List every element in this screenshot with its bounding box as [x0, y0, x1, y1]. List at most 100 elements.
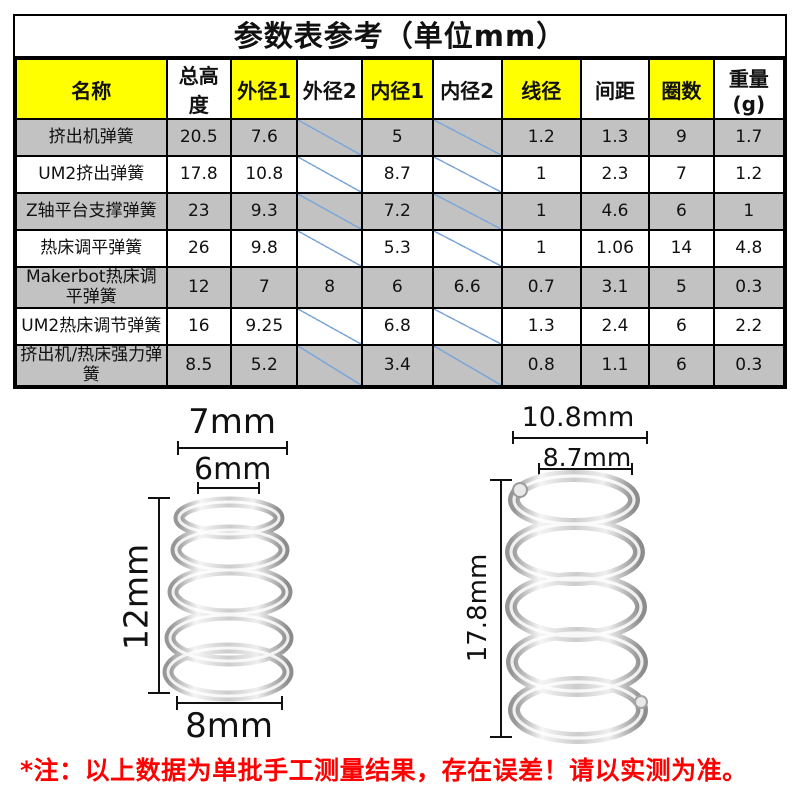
- column-header-1: 总高度: [165, 58, 233, 120]
- column-header-7: 间距: [579, 58, 651, 120]
- small-spring-outer-bottom-dimline: [176, 696, 283, 710]
- spec-value-cell: 0.3: [712, 265, 786, 310]
- spec-value-cell: 5: [648, 265, 715, 310]
- spec-value-cell: [431, 229, 503, 268]
- table-row-1: UM2挤出弹簧 17.8 10.8 8.7 1 2.3 7 1.2: [15, 155, 786, 194]
- spec-value-cell: 9.8: [230, 229, 299, 268]
- table-row-2: Z轴平台支撑弹簧 23 9.3 7.2 1 4.6 6 1: [15, 192, 786, 231]
- table-title: 参数表参考（单位mm）: [15, 16, 785, 58]
- spec-value-cell: 4.6: [579, 192, 651, 231]
- spec-value-cell: 6: [360, 265, 434, 310]
- spec-value-cell: 8.7: [360, 155, 434, 194]
- spec-table-grid: 名称 总高度 外径1 外径2 内径1 内径2 线径 间距 圈数 重量(g) 挤出机弹簧 20.5 7.…: [15, 58, 786, 388]
- column-header-8: 圈数: [648, 58, 715, 120]
- footnote: *注：以上数据为单批手工测量结果，存在误差！请以实测为准。: [20, 756, 748, 785]
- spec-value-cell: 5: [360, 118, 434, 157]
- wire-cut-end: [512, 482, 528, 498]
- spec-value-cell: 0.8: [500, 344, 582, 388]
- spec-value-cell: 20.5: [165, 118, 233, 157]
- spec-value-cell: 14: [648, 229, 715, 268]
- spec-value-cell: [296, 344, 363, 388]
- spec-value-cell: 0.7: [500, 265, 582, 310]
- spec-value-cell: 7: [230, 265, 299, 310]
- small-spring-height-dimline: [148, 497, 170, 694]
- small-spring-inner-top-dimline: [197, 482, 260, 494]
- small-spring-outer-top-dimline: [177, 441, 288, 455]
- column-header-6: 线径: [500, 58, 582, 120]
- spec-name-cell: 挤出机/热床强力弹簧: [15, 344, 168, 388]
- spec-value-cell: 2.4: [579, 307, 651, 347]
- column-header-0: 名称: [15, 58, 168, 120]
- spec-value-cell: 1: [712, 192, 786, 231]
- column-header-2: 外径1: [230, 58, 299, 120]
- spec-value-cell: [296, 229, 363, 268]
- large-spring-height-text: 17.8mm: [463, 553, 493, 663]
- large-spring-outer-top-dimline: [512, 431, 648, 444]
- spec-value-cell: [296, 307, 363, 347]
- spec-value-cell: 3.1: [579, 265, 651, 310]
- spec-value-cell: 1: [500, 229, 582, 268]
- spec-name-cell: Makerbot热床调平弹簧: [15, 265, 168, 310]
- spec-value-cell: [296, 155, 363, 194]
- large-spring-outer-top-label: 10.8mm: [521, 402, 635, 433]
- spec-value-cell: 7: [648, 155, 715, 194]
- spec-value-cell: 6: [648, 192, 715, 231]
- header-row: 名称 总高度 外径1 外径2 内径1 内径2 线径 间距 圈数 重量(g): [15, 58, 786, 120]
- column-header-4: 内径1: [360, 58, 434, 120]
- spec-value-cell: 9: [648, 118, 715, 157]
- spec-value-cell: 2.3: [579, 155, 651, 194]
- spec-value-cell: 26: [165, 229, 233, 268]
- spec-value-cell: 7.6: [230, 118, 299, 157]
- spec-value-cell: [431, 307, 503, 347]
- column-header-9: 重量(g): [712, 58, 786, 120]
- spec-value-cell: 1.06: [579, 229, 651, 268]
- small-spring-image: [162, 496, 294, 702]
- spec-value-cell: 12: [165, 265, 233, 310]
- column-header-3: 外径2: [296, 58, 363, 120]
- spec-value-cell: 8.5: [165, 344, 233, 388]
- small-spring-height-text: 12mm: [116, 543, 156, 651]
- spec-value-cell: 3.4: [360, 344, 434, 388]
- spec-value-cell: [431, 155, 503, 194]
- column-header-5: 内径2: [431, 58, 503, 120]
- table-row-3: 热床调平弹簧 26 9.8 5.3 1 1.06 14 4.8: [15, 229, 786, 268]
- spec-value-cell: 17.8: [165, 155, 233, 194]
- spec-value-cell: 5.3: [360, 229, 434, 268]
- spec-value-cell: 4.8: [712, 229, 786, 268]
- table-row-4: Makerbot热床调平弹簧 12 7 8 6 6.6 0.7 3.1 5 0.3: [15, 265, 786, 310]
- large-spring-height-dimline: [490, 479, 512, 738]
- spec-value-cell: 1.3: [500, 307, 582, 347]
- small-spring-inner-top-label: 6mm: [194, 452, 272, 487]
- spec-value-cell: [431, 118, 503, 157]
- spec-name-cell: UM2热床调节弹簧: [15, 307, 168, 347]
- spec-value-cell: 1.3: [579, 118, 651, 157]
- spec-value-cell: 1.1: [579, 344, 651, 388]
- small-spring-outer-bottom-label: 8mm: [185, 706, 273, 746]
- spec-value-cell: 16: [165, 307, 233, 347]
- spec-value-cell: 9.3: [230, 192, 299, 231]
- spec-value-cell: 1.2: [712, 155, 786, 194]
- spec-value-cell: 6.6: [431, 265, 503, 310]
- spec-value-cell: 6: [648, 307, 715, 347]
- spec-value-cell: 1.2: [500, 118, 582, 157]
- spec-value-cell: 6.8: [360, 307, 434, 347]
- spec-value-cell: 5.2: [230, 344, 299, 388]
- spec-value-cell: [431, 192, 503, 231]
- table-row-6: 挤出机/热床强力弹簧 8.5 5.2 3.4 0.8 1.1 6 0.3: [15, 344, 786, 388]
- spec-value-cell: 10.8: [230, 155, 299, 194]
- spec-value-cell: 9.25: [230, 307, 299, 347]
- table-row-5: UM2热床调节弹簧 16 9.25 6.8 1.3 2.4 6 2.2: [15, 307, 786, 347]
- spec-value-cell: 8: [296, 265, 363, 310]
- spec-value-cell: [296, 118, 363, 157]
- spec-value-cell: 1: [500, 192, 582, 231]
- spec-value-cell: [431, 344, 503, 388]
- large-spring-image: [505, 470, 648, 744]
- spec-name-cell: 挤出机弹簧: [15, 118, 168, 157]
- wire-cut-end-bottom: [634, 695, 648, 709]
- spec-name-cell: 热床调平弹簧: [15, 229, 168, 268]
- spec-value-cell: 1.7: [712, 118, 786, 157]
- spec-table: 参数表参考（单位mm） 名称 总高度 外径1 外径2 内径1 内径2 线径 间距 圈数 重量(g)…: [13, 14, 787, 390]
- spec-value-cell: [296, 192, 363, 231]
- spec-name-cell: UM2挤出弹簧: [15, 155, 168, 194]
